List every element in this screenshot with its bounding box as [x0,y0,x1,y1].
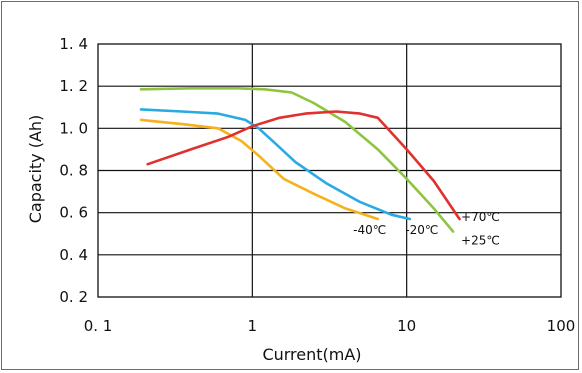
x-tick-label: 10 [397,317,416,335]
series-label: +25℃ [461,233,500,247]
y-tick-label: 1. 0 [59,119,88,137]
y-tick-label: 0. 2 [59,288,88,306]
y-tick-label: 0. 8 [59,162,88,180]
series-label: +70℃ [461,210,500,224]
x-tick-label: 0. 1 [84,317,113,335]
y-axis-label: Capacity (Ah) [26,115,45,224]
x-tick-labels: 0. 1 1 10 100 [84,317,576,335]
y-tick-label: 0. 6 [59,204,88,222]
series-line [139,87,455,233]
y-tick-labels: 0. 2 0. 4 0. 6 0. 8 1. 0 1. 2 1. 4 [59,35,88,306]
x-tick-label: 100 [547,317,576,335]
series-labels: -40℃ -20℃ +70℃ +25℃ [353,210,500,247]
x-tick-label: 1 [248,317,258,335]
series-label: -40℃ [353,223,386,237]
y-tick-label: 1. 4 [59,35,88,53]
y-tick-label: 1. 2 [59,77,88,95]
plot-area-border [97,43,562,298]
series-line [139,108,412,221]
series-label: -20℃ [405,223,438,237]
series-line [139,118,380,221]
grid-lines [98,44,561,297]
series-line [146,110,461,221]
y-tick-label: 0. 4 [59,246,88,264]
series-group [139,87,461,233]
x-axis-label: Current(mA) [262,345,361,364]
